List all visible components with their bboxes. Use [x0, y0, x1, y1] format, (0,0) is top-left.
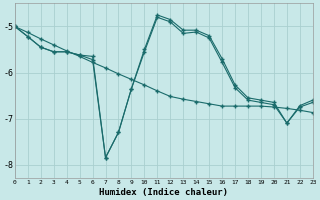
- X-axis label: Humidex (Indice chaleur): Humidex (Indice chaleur): [99, 188, 228, 197]
